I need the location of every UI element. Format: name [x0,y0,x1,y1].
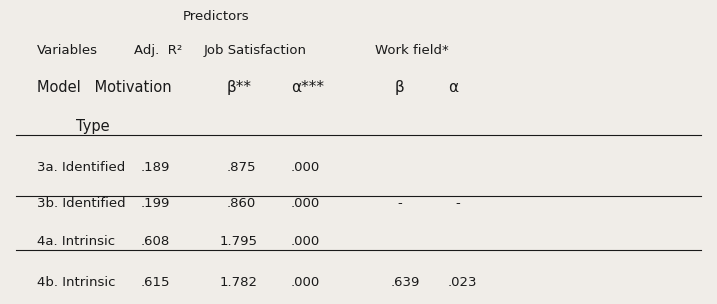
Text: -: - [398,197,402,210]
Text: 4a. Intrinsic: 4a. Intrinsic [37,235,115,248]
Text: Model   Motivation: Model Motivation [37,80,172,95]
Text: .639: .639 [391,275,420,288]
Text: 3a. Identified: 3a. Identified [37,161,125,174]
Text: 4b. Intrinsic: 4b. Intrinsic [37,275,115,288]
Text: Predictors: Predictors [182,10,249,23]
Text: .199: .199 [141,197,170,210]
Text: Job Satisfaction: Job Satisfaction [204,43,306,57]
Text: .615: .615 [141,275,170,288]
Text: 1.795: 1.795 [219,235,257,248]
Text: β**: β** [227,80,252,95]
Text: .023: .023 [448,275,478,288]
Text: .000: .000 [290,161,320,174]
Text: 3b. Identified: 3b. Identified [37,197,125,210]
Text: .875: .875 [227,161,256,174]
Text: α***: α*** [290,80,323,95]
Text: Adj.  R²: Adj. R² [133,43,182,57]
Text: .608: .608 [141,235,170,248]
Text: .000: .000 [290,275,320,288]
Text: .000: .000 [290,235,320,248]
Text: Type: Type [77,119,110,134]
Text: 1.782: 1.782 [219,275,257,288]
Text: Work field*: Work field* [375,43,449,57]
Text: β: β [394,80,404,95]
Text: Variables: Variables [37,43,98,57]
Text: α: α [448,80,458,95]
Text: .189: .189 [141,161,170,174]
Text: -: - [455,197,460,210]
Text: .000: .000 [290,197,320,210]
Text: .860: .860 [227,197,256,210]
